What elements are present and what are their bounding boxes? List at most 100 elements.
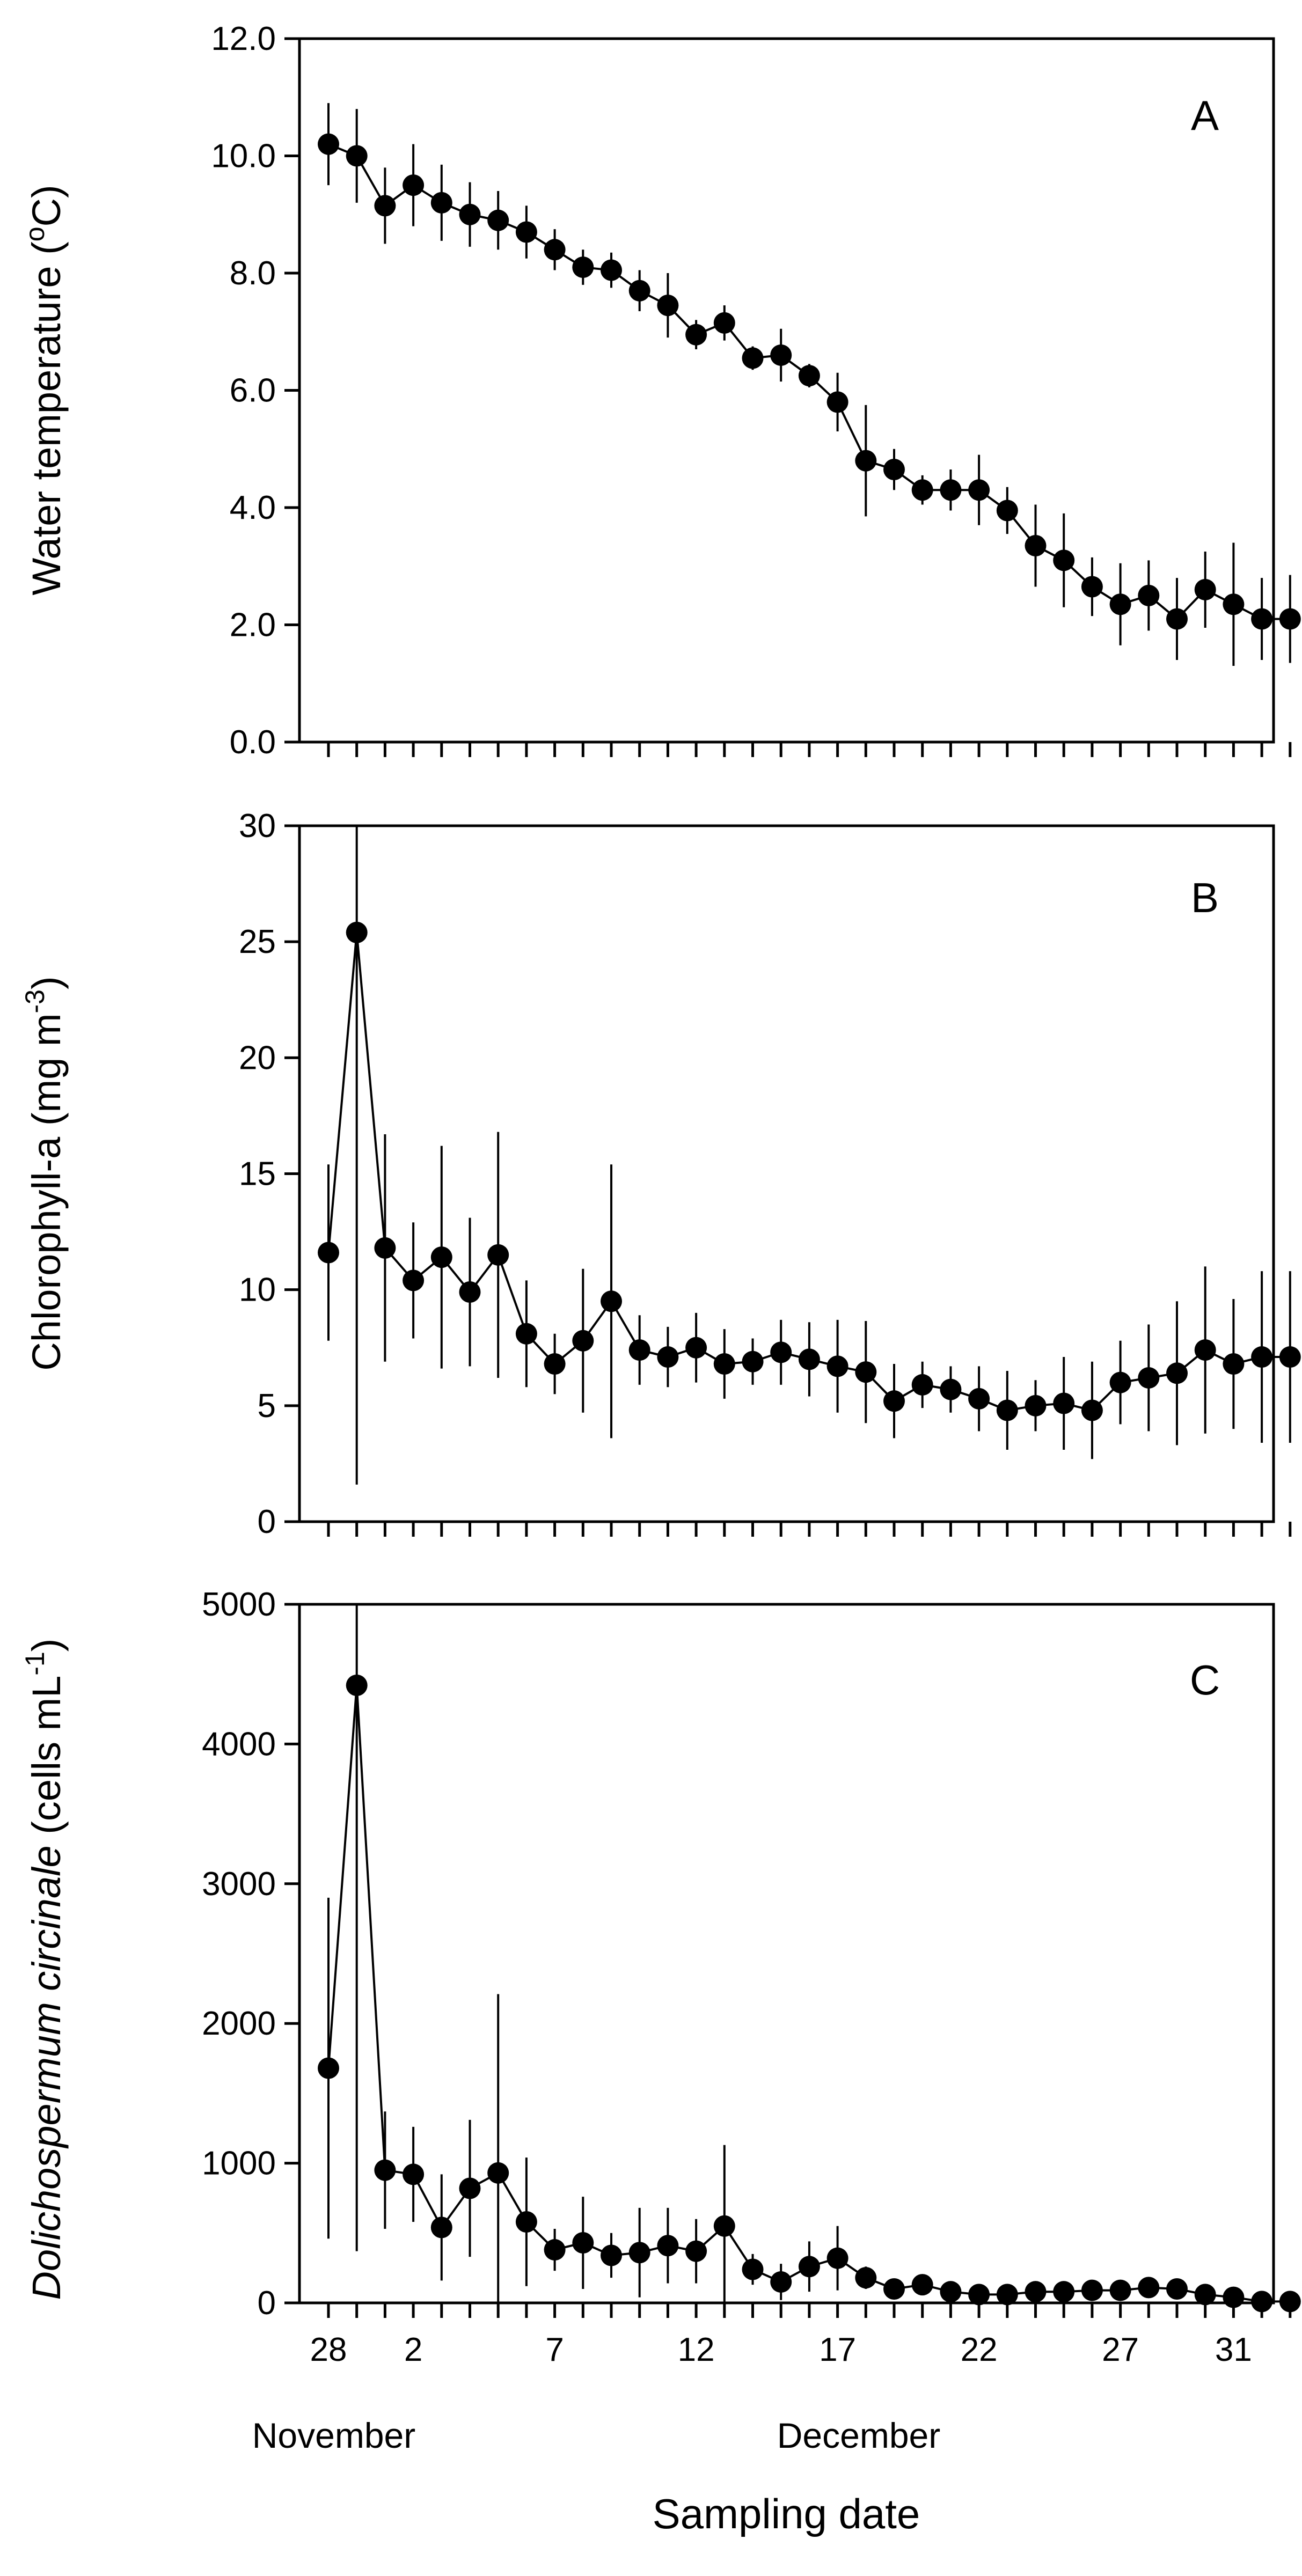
y-tick-label: 20 bbox=[239, 1039, 276, 1076]
data-point bbox=[657, 295, 679, 317]
data-point bbox=[1279, 2291, 1301, 2313]
data-point bbox=[798, 365, 820, 387]
data-point bbox=[940, 2281, 962, 2303]
data-point bbox=[742, 1351, 764, 1373]
x-tick-labels: 28 2 7 12 17 22 27 31 bbox=[310, 2331, 1252, 2368]
data-point bbox=[1138, 584, 1160, 606]
data-point bbox=[601, 2244, 622, 2266]
data-point bbox=[403, 1269, 425, 1291]
data-point bbox=[657, 2235, 679, 2257]
y-label-superscript: -1 bbox=[20, 1652, 50, 1675]
y-tick-label: 0 bbox=[258, 1503, 276, 1540]
data-point bbox=[996, 1399, 1018, 1421]
x-tick-label: 27 bbox=[1102, 2331, 1139, 2368]
data-point bbox=[515, 2211, 537, 2233]
x-tick-label: 12 bbox=[678, 2331, 715, 2368]
data-point bbox=[1251, 608, 1273, 630]
data-point bbox=[487, 1244, 509, 1266]
panel-a-letter: A bbox=[1191, 92, 1219, 139]
data-point bbox=[1025, 535, 1047, 557]
data-point bbox=[1138, 1367, 1160, 1389]
data-point bbox=[628, 280, 650, 302]
data-point bbox=[883, 1390, 905, 1412]
data-point bbox=[1251, 1346, 1273, 1368]
data-point bbox=[515, 1323, 537, 1345]
data-point bbox=[826, 2247, 849, 2269]
data-point bbox=[1194, 1339, 1216, 1361]
data-point bbox=[601, 259, 622, 281]
y-label-text-tail: ) bbox=[24, 1639, 69, 1652]
data-point bbox=[430, 192, 452, 214]
data-point bbox=[770, 1341, 792, 1363]
data-point bbox=[1194, 578, 1216, 600]
data-point bbox=[430, 2217, 452, 2239]
data-point bbox=[515, 221, 537, 243]
data-point bbox=[940, 479, 962, 501]
data-point bbox=[685, 2240, 707, 2262]
data-point bbox=[1081, 576, 1103, 598]
y-tick-label: 4000 bbox=[202, 1726, 276, 1763]
y-tick-label: 6.0 bbox=[230, 372, 276, 409]
data-point bbox=[601, 1290, 622, 1312]
data-point bbox=[1166, 608, 1188, 630]
data-point bbox=[770, 344, 792, 366]
data-point bbox=[374, 195, 396, 217]
data-point bbox=[1053, 2281, 1075, 2303]
y-tick-label: 5 bbox=[258, 1388, 276, 1425]
data-point bbox=[1081, 1399, 1103, 1421]
data-point bbox=[1138, 2277, 1160, 2299]
data-point bbox=[1053, 1392, 1075, 1414]
data-point bbox=[855, 450, 877, 472]
data-point bbox=[318, 133, 339, 155]
data-point bbox=[346, 145, 368, 167]
y-tick-label: 2.0 bbox=[230, 607, 276, 644]
data-point bbox=[487, 2162, 509, 2184]
data-point bbox=[685, 324, 707, 346]
data-point bbox=[430, 1246, 452, 1268]
panel-b-series bbox=[318, 826, 1301, 1485]
data-point bbox=[1279, 608, 1301, 630]
data-point bbox=[826, 1355, 849, 1377]
data-point bbox=[940, 1378, 962, 1400]
data-point bbox=[996, 500, 1018, 522]
y-tick-label: 2000 bbox=[202, 2005, 276, 2042]
data-point bbox=[770, 2271, 792, 2293]
y-label-superscript: o bbox=[20, 226, 50, 241]
data-point bbox=[346, 1675, 368, 1697]
x-tick-label: 7 bbox=[545, 2331, 564, 2368]
panel-a-y-axis: 0.0 2.0 4.0 6.0 8.0 10.0 12.0 bbox=[211, 20, 299, 761]
x-tick-label: 2 bbox=[404, 2331, 422, 2368]
data-point bbox=[459, 203, 481, 225]
panel-c-letter: C bbox=[1190, 1656, 1220, 1704]
data-point bbox=[713, 2215, 735, 2237]
y-tick-label: 4.0 bbox=[230, 489, 276, 526]
data-point bbox=[968, 1388, 990, 1410]
x-tick-label: 22 bbox=[961, 2331, 998, 2368]
data-point bbox=[318, 1242, 339, 1264]
data-point bbox=[1223, 1353, 1245, 1375]
x-tick-label: 17 bbox=[819, 2331, 856, 2368]
panel-a-y-label: Water temperature (oC) bbox=[20, 185, 69, 595]
panel-c-series bbox=[318, 1604, 1301, 2313]
panel-b-letter: B bbox=[1191, 874, 1219, 921]
panel-b-x-axis bbox=[327, 1522, 1292, 1537]
data-point bbox=[1279, 1346, 1301, 1368]
data-point bbox=[628, 2242, 650, 2264]
y-tick-label: 8.0 bbox=[230, 255, 276, 292]
data-point bbox=[1109, 2279, 1131, 2301]
data-point bbox=[346, 921, 368, 943]
data-point bbox=[685, 1337, 707, 1359]
panel-a-series bbox=[318, 103, 1301, 666]
data-point bbox=[855, 2267, 877, 2289]
panel-b-frame bbox=[298, 824, 1275, 1523]
data-point bbox=[1109, 593, 1131, 615]
month-label-november: November bbox=[252, 2416, 415, 2455]
y-tick-label: 0 bbox=[258, 2285, 276, 2322]
panel-b-y-label: Chlorophyll-a (mg m-3) bbox=[20, 976, 69, 1370]
y-tick-label: 0.0 bbox=[230, 724, 276, 761]
data-point bbox=[374, 1237, 396, 1259]
data-point bbox=[1025, 2281, 1047, 2303]
data-point bbox=[911, 1374, 933, 1396]
panel-c-y-label: Dolichospermum circinale (cells mL-1) bbox=[20, 1639, 69, 2300]
